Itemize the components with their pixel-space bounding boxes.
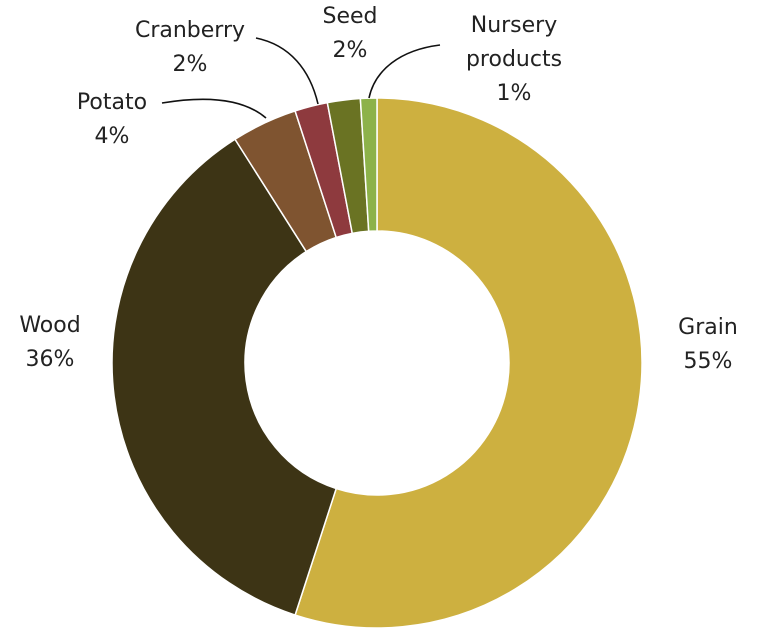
leader-line [255, 37, 319, 105]
value-label: 36% [26, 347, 75, 372]
leader-line [368, 44, 441, 99]
slice [111, 138, 338, 616]
value-label: 2% [173, 52, 208, 77]
slice [359, 97, 378, 233]
slice-label: Seed [323, 4, 378, 29]
slice [294, 97, 643, 628]
leader-line [161, 98, 267, 119]
value-label: 2% [333, 38, 368, 63]
slice-label: Wood [19, 313, 80, 338]
slice-label: Nursery products [466, 13, 562, 72]
slice-label: Grain [678, 315, 738, 340]
value-label: 55% [684, 349, 733, 374]
slice-label: Potato [77, 90, 147, 115]
value-label: 4% [95, 124, 130, 149]
value-label: 1% [497, 81, 532, 106]
slice-label: Cranberry [135, 18, 245, 43]
